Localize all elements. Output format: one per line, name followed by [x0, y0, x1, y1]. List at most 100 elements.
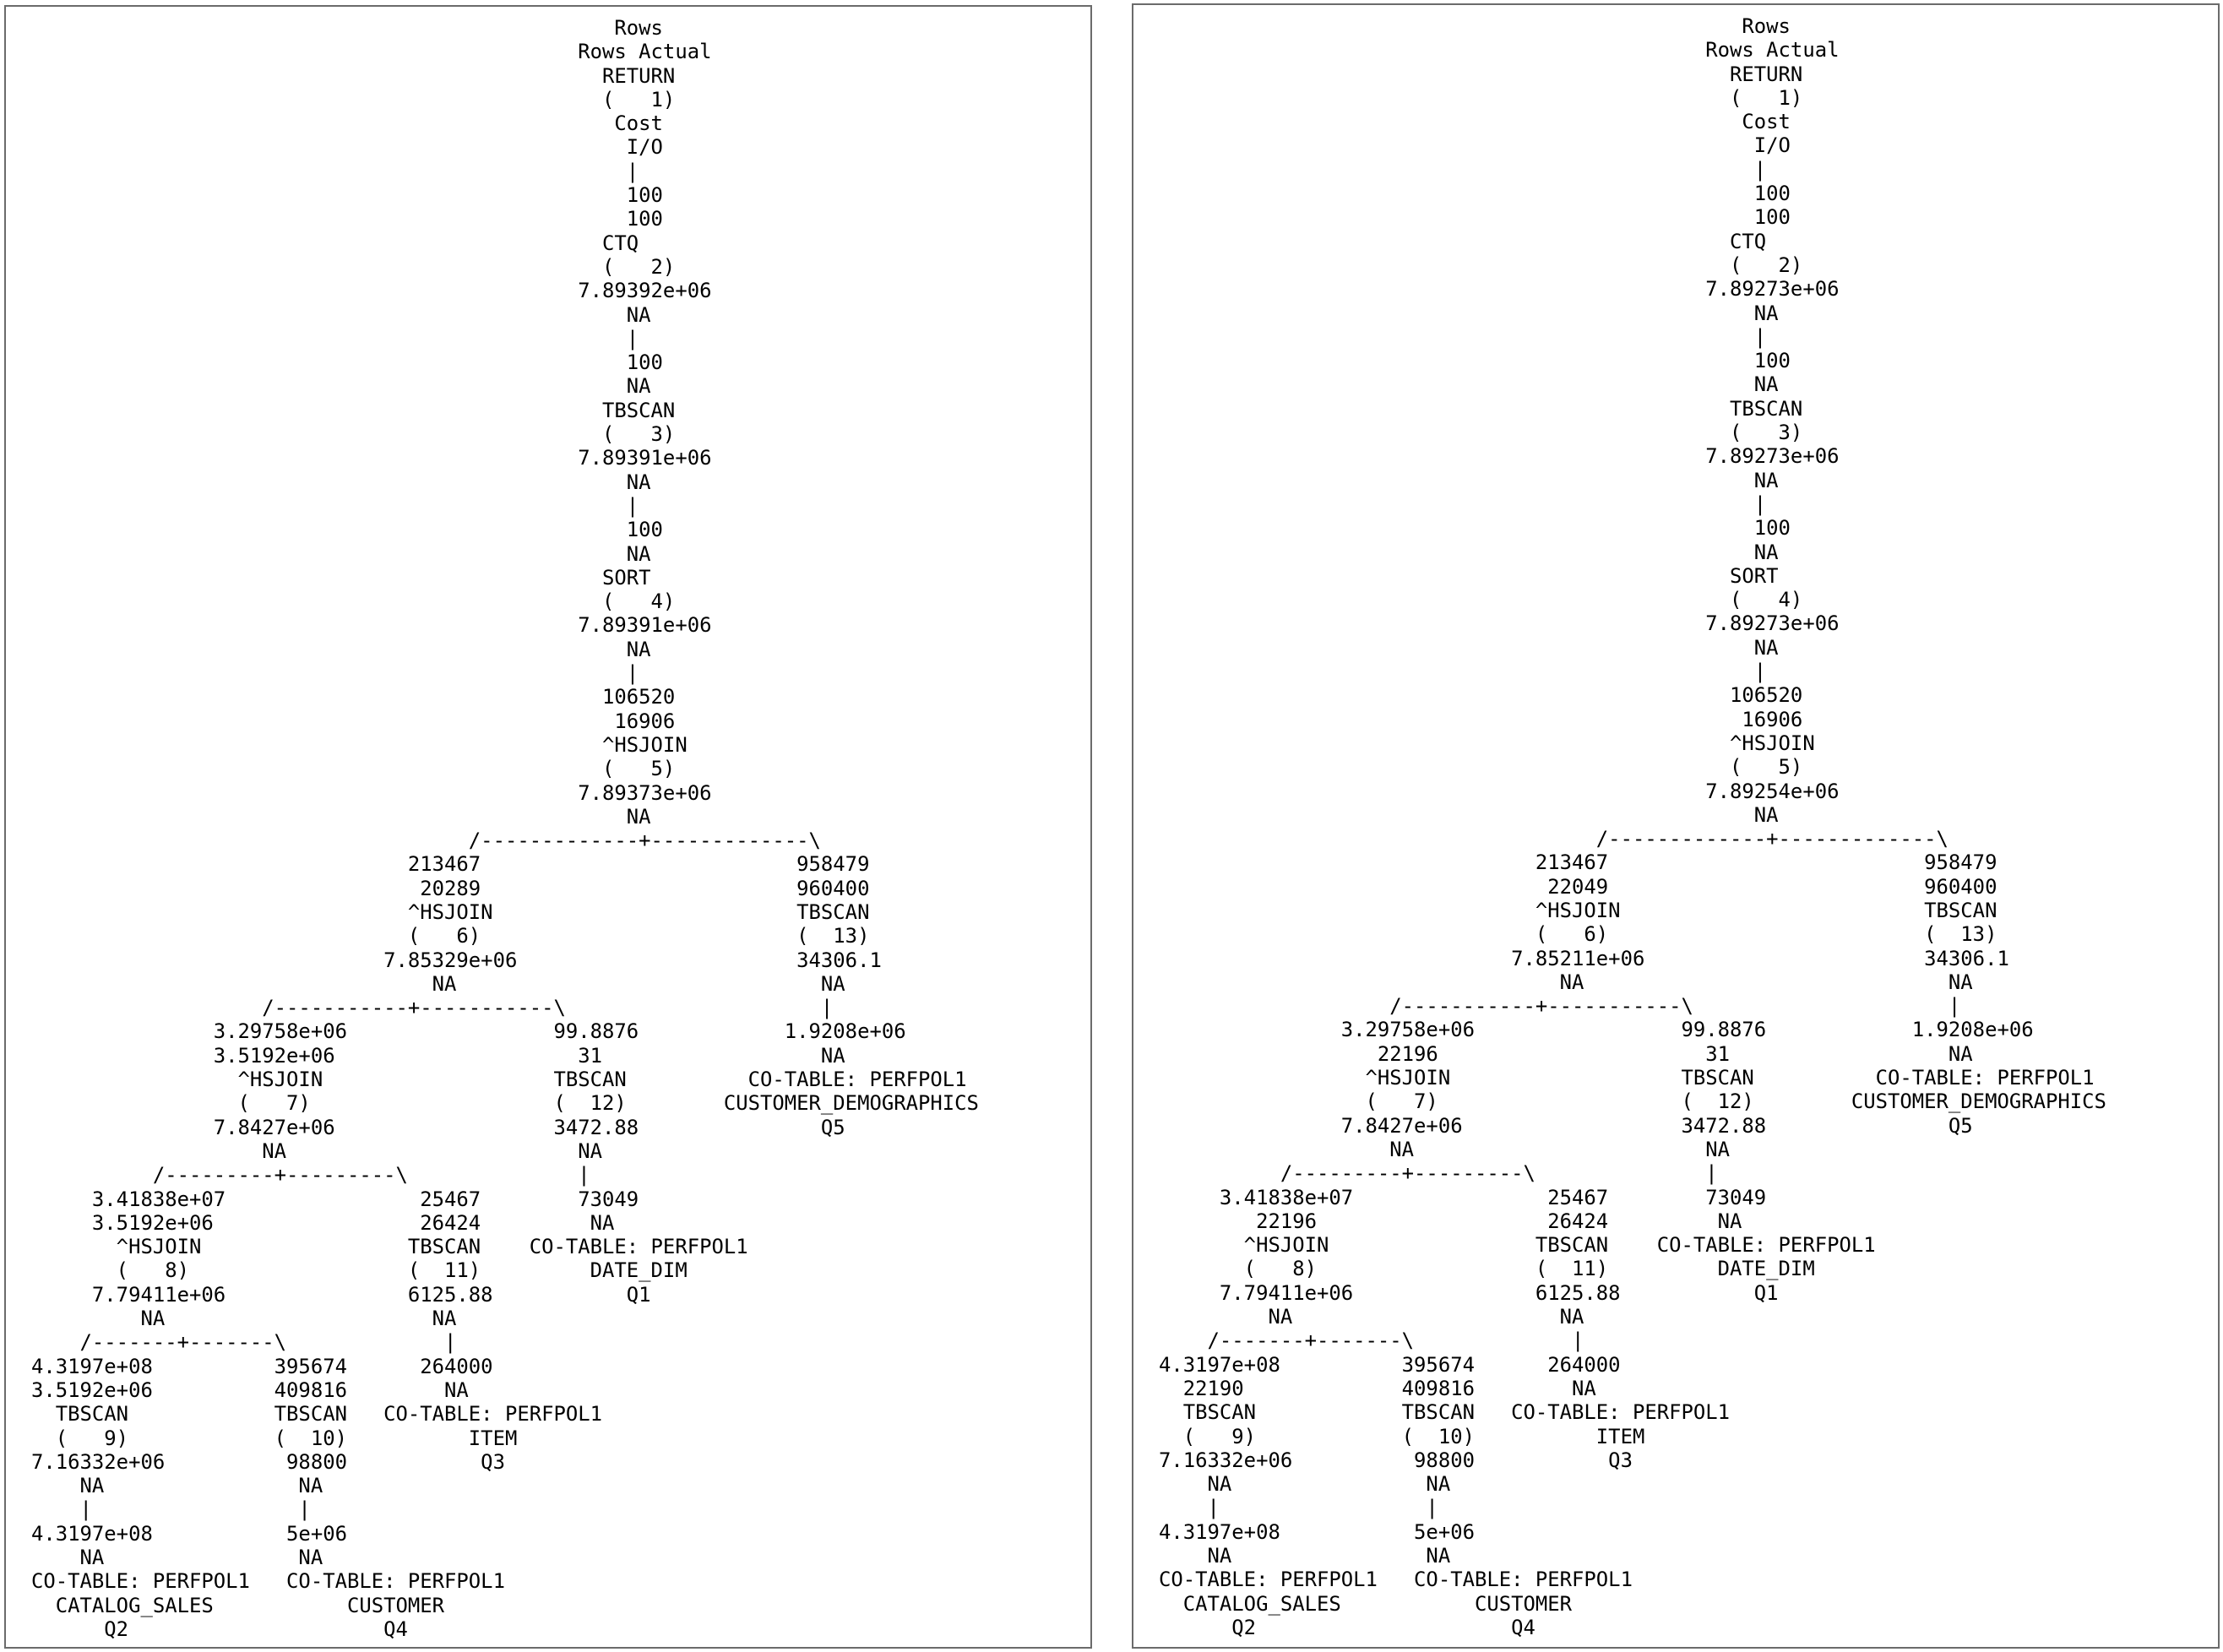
plan-line: /-----------+-----------\ | [31, 996, 834, 1020]
plan-line: 3.41838e+07 25467 73049 [31, 1187, 639, 1211]
plan-line: SORT [31, 565, 651, 590]
plan-line: 3.29758e+06 99.8876 1.9208e+06 [31, 1019, 906, 1044]
plan-line: CTQ [1159, 229, 1767, 253]
plan-line: ( 8) ( 11) DATE_DIM [31, 1258, 688, 1283]
plan-line: Rows Actual [1159, 38, 1840, 62]
plan-line: 7.89273e+06 [1159, 444, 1840, 469]
plan-line: NA [31, 470, 651, 494]
plan-line: ( 4) [1159, 588, 1803, 612]
plan-line: ^HSJOIN TBSCAN CO-TABLE: PERFPOL1 [1159, 1233, 1876, 1258]
plan-line: NA [31, 374, 651, 399]
plan-line: 100 [31, 207, 663, 231]
plan-line: NA [1159, 802, 1779, 827]
plan-line: Rows Actual [31, 40, 712, 64]
plan-line: /-------+-------\ | [1159, 1329, 1584, 1353]
plan-line: NA [31, 637, 651, 661]
plan-line: 100 [1159, 205, 1791, 230]
plan-line: NA NA [1159, 1137, 1731, 1161]
plan-line: TBSCAN TBSCAN CO-TABLE: PERFPOL1 [1159, 1400, 1731, 1425]
plan-line: Q2 Q4 [1159, 1615, 1535, 1639]
plan-line: 100 [31, 351, 663, 375]
plan-line: | [31, 326, 639, 351]
plan-line: NA [1159, 301, 1779, 325]
plan-line: CATALOG_SALES CUSTOMER [1159, 1591, 1573, 1616]
right-plan-panel: Rows Rows Actual RETURN ( 1) [1132, 3, 2220, 1649]
plan-line: ^HSJOIN [31, 732, 688, 757]
plan-line: 4.3197e+08 5e+06 [1159, 1519, 1475, 1544]
plan-line: RETURN [1159, 62, 1803, 86]
plan-line: ( 3) [1159, 421, 1803, 445]
plan-line: Q2 Q4 [31, 1617, 408, 1641]
plan-line: | | [1159, 1496, 1438, 1520]
plan-line: | [31, 159, 639, 183]
plan-line: 3.5192e+06 31 NA [31, 1043, 845, 1068]
plan-line: 20289 960400 [31, 876, 870, 900]
plan-line: /---------+---------\ | [1159, 1161, 1718, 1186]
plan-line: 100 [1159, 516, 1791, 541]
plan-line: NA [1159, 540, 1779, 564]
plan-line: 100 [31, 518, 663, 542]
plan-line: NA [1159, 468, 1779, 492]
plan-line: 4.3197e+08 395674 264000 [1159, 1352, 1621, 1377]
plan-line: ( 1) [1159, 85, 1803, 110]
plan-line: ( 7) ( 12) CUSTOMER_DEMOGRAPHICS [1159, 1090, 2106, 1114]
plan-line: 7.89391e+06 [31, 613, 712, 638]
plan-line: ( 5) [1159, 755, 1803, 780]
plan-line: /-------------+-------------\ [1159, 827, 1949, 851]
plan-line: ( 6) ( 13) [1159, 922, 1997, 947]
plan-line: NA [31, 804, 651, 829]
plan-line: /-------+-------\ | [31, 1330, 457, 1355]
plan-line: 7.89373e+06 [31, 780, 712, 805]
plan-line: RETURN [31, 63, 676, 88]
plan-line: 3.41838e+07 25467 73049 [1159, 1185, 1767, 1209]
plan-line: 213467 958479 [1159, 850, 1997, 875]
plan-line: 7.85211e+06 34306.1 [1159, 946, 2009, 970]
plan-line: 3.5192e+06 26424 NA [31, 1210, 615, 1235]
plan-line: | | [31, 1497, 311, 1522]
plan-line: 7.79411e+06 6125.88 Q1 [1159, 1280, 1779, 1305]
plan-line: 7.8427e+06 3472.88 Q5 [31, 1115, 845, 1139]
plan-line: | [1159, 157, 1767, 182]
plan-line: 106520 [1159, 683, 1803, 708]
plan-line: ^HSJOIN [1159, 731, 1815, 755]
plan-line: NA [1159, 635, 1779, 660]
plan-line: ^HSJOIN TBSCAN [31, 899, 870, 924]
plan-line: Rows [31, 16, 663, 40]
plan-line: ^HSJOIN TBSCAN CO-TABLE: PERFPOL1 [31, 1068, 967, 1092]
plan-line: 16906 [31, 709, 676, 733]
plan-line: 4.3197e+08 5e+06 [31, 1521, 347, 1546]
plan-line: NA [1159, 372, 1779, 397]
plan-line: 22049 960400 [1159, 874, 1997, 899]
plan-line: Rows [1159, 14, 1791, 38]
plan-line: ^HSJOIN TBSCAN CO-TABLE: PERFPOL1 [31, 1235, 748, 1259]
plan-line: Cost [1159, 110, 1791, 134]
plan-line: NA NA [31, 1546, 323, 1569]
plan-line: 213467 958479 [31, 852, 870, 877]
plan-line: 16906 [1159, 707, 1803, 731]
plan-line: TBSCAN [31, 398, 676, 422]
plan-line: ( 9) ( 10) ITEM [31, 1426, 518, 1450]
plan-line: 7.79411e+06 6125.88 Q1 [31, 1282, 651, 1307]
plan-line: ( 7) ( 12) CUSTOMER_DEMOGRAPHICS [31, 1091, 979, 1116]
plan-line: 22190 409816 NA [1159, 1376, 1596, 1400]
plan-line: ^HSJOIN TBSCAN CO-TABLE: PERFPOL1 [1159, 1066, 2095, 1090]
plan-line: | [1159, 660, 1767, 684]
plan-line: 7.89273e+06 [1159, 277, 1840, 302]
plan-line: 7.16332e+06 98800 Q3 [31, 1449, 505, 1474]
plan-line: NA NA [31, 1138, 603, 1163]
plan-line: 100 [1159, 182, 1791, 206]
plan-line: ( 5) [31, 757, 676, 781]
plan-line: NA NA [31, 1474, 323, 1498]
left-plan-panel: Rows Rows Actual RETURN ( 1) [4, 5, 1092, 1649]
plan-line: CTQ [31, 231, 639, 255]
plan-line: NA NA [1159, 1305, 1584, 1329]
plan-line: ^HSJOIN TBSCAN [1159, 898, 1997, 922]
plan-line: ( 6) ( 13) [31, 924, 870, 948]
plan-line: /---------+---------\ | [31, 1163, 590, 1187]
plan-line: ( 8) ( 11) DATE_DIM [1159, 1257, 1815, 1281]
plan-line: 7.89392e+06 [31, 279, 712, 303]
plan-line: CO-TABLE: PERFPOL1 CO-TABLE: PERFPOL1 [31, 1569, 505, 1594]
plan-line: 7.16332e+06 98800 Q3 [1159, 1448, 1633, 1472]
plan-line: Cost [31, 111, 663, 136]
plan-line: ( 1) [31, 87, 676, 111]
